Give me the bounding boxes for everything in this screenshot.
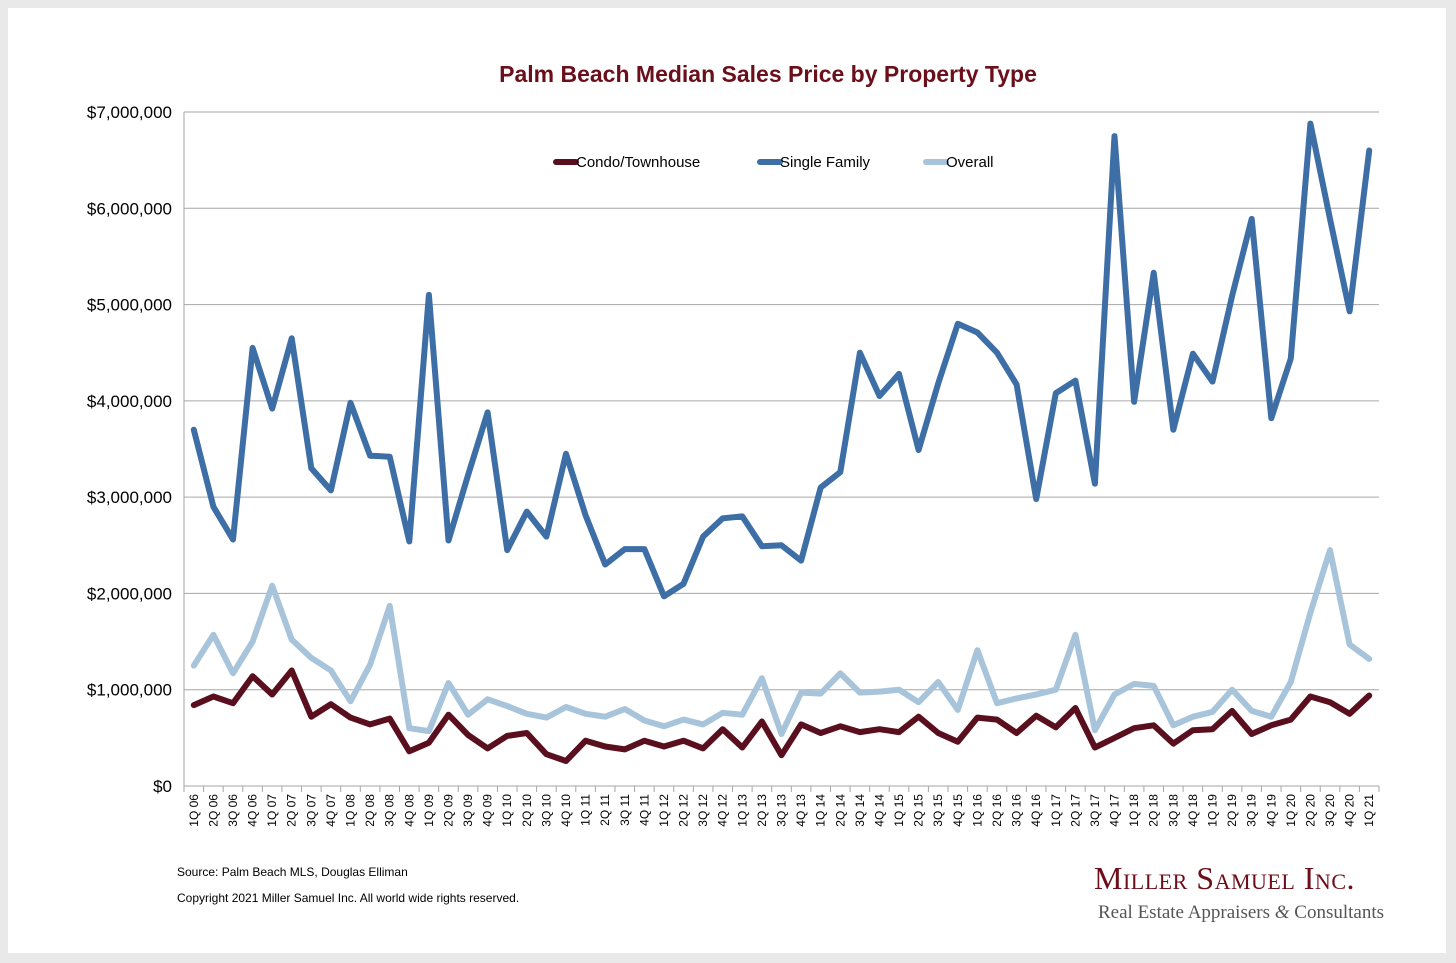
x-tick-label: 2Q 14	[833, 794, 847, 827]
x-tick-label: 1Q 16	[970, 794, 984, 827]
x-axis: 1Q 06 2Q 06 3Q 06 4Q 06 1Q 07 2Q 07 3Q 07 4Q 07…	[183, 785, 1380, 827]
y-tick-label: $2,000,000	[87, 584, 172, 603]
series-lines	[190, 120, 1373, 764]
x-tick-label: 3Q 09	[461, 794, 475, 827]
x-tick-label: 1Q 09	[422, 794, 436, 827]
tagline-part1: Real Estate Appraisers	[1098, 902, 1275, 923]
series-line-overall	[190, 547, 1373, 737]
x-tick-label: 2Q 18	[1147, 794, 1161, 827]
y-axis: $0 $1,000,000 $2,000,000 $3,000,000 $4,000,0…	[87, 103, 185, 796]
y-tick-label: $4,000,000	[87, 392, 172, 411]
x-tick-label: 1Q 08	[344, 794, 358, 827]
x-tick-label: 2Q 20	[1303, 794, 1317, 827]
source-note: Source: Palm Beach MLS, Douglas Elliman	[177, 865, 408, 879]
x-tick-label: 4Q 06	[246, 794, 260, 827]
x-tick-label: 1Q 06	[187, 794, 201, 827]
x-tick-label: 2Q 06	[206, 794, 220, 827]
x-tick-label: 3Q 19	[1245, 794, 1259, 827]
company-logo-tagline: Real Estate Appraisers & Consultants	[1098, 902, 1384, 924]
x-tick-label: 1Q 07	[265, 794, 279, 827]
x-tick-label: 4Q 18	[1186, 794, 1200, 827]
x-tick-label: 4Q 09	[481, 794, 495, 827]
x-tick-label: 2Q 19	[1225, 794, 1239, 827]
x-tick-label: 1Q 18	[1127, 794, 1141, 827]
x-tick-label: 2Q 12	[677, 794, 691, 827]
tagline-ampersand: &	[1274, 902, 1290, 923]
x-tick-label: 4Q 11	[637, 794, 651, 826]
x-tick-label: 1Q 20	[1284, 794, 1298, 827]
x-tick-label: 3Q 13	[775, 794, 789, 827]
legend: Condo/Townhouse Single Family Overall	[553, 154, 994, 171]
line-chart: Palm Beach Median Sales Price by Propert…	[87, 61, 1380, 827]
x-tick-label: 2Q 07	[285, 794, 299, 827]
y-tick-label: $1,000,000	[87, 681, 172, 700]
x-tick-label: 1Q 19	[1205, 794, 1219, 827]
y-tick-label: $3,000,000	[87, 488, 172, 507]
x-tick-label: 2Q 09	[441, 794, 455, 827]
x-tick-label: 2Q 17	[1068, 794, 1082, 827]
x-tick-label: 3Q 17	[1088, 794, 1102, 827]
x-tick-label: 1Q 21	[1362, 794, 1376, 827]
x-tick-label: 1Q 10	[500, 794, 514, 827]
x-tick-label: 4Q 16	[1029, 794, 1043, 827]
x-tick-label: 4Q 08	[402, 794, 416, 827]
gridlines	[184, 111, 1379, 691]
x-tick-label: 4Q 12	[716, 794, 730, 827]
x-tick-label: 3Q 07	[304, 794, 318, 827]
x-tick-label: 4Q 07	[324, 794, 338, 827]
chart-title: Palm Beach Median Sales Price by Propert…	[499, 61, 1037, 87]
x-tick-label: 3Q 16	[1010, 794, 1024, 827]
x-tick-label: 3Q 15	[931, 794, 945, 827]
x-tick-label: 2Q 08	[363, 794, 377, 827]
x-tick-label: 3Q 20	[1323, 794, 1337, 827]
x-tick-label: 3Q 06	[226, 794, 240, 827]
x-tick-label: 3Q 08	[383, 794, 397, 827]
x-tick-label: 1Q 15	[892, 794, 906, 827]
x-tick-label: 3Q 11	[618, 794, 632, 826]
x-tick-label: 4Q 10	[559, 794, 573, 827]
y-tick-label: $5,000,000	[87, 296, 172, 315]
x-tick-label: 2Q 10	[520, 794, 534, 827]
x-tick-label: 4Q 17	[1108, 794, 1122, 827]
tagline-part2: Consultants	[1289, 902, 1385, 923]
x-tick-label: 4Q 14	[872, 794, 886, 827]
y-tick-label: $7,000,000	[87, 103, 172, 122]
x-tick-label: 1Q 11	[579, 794, 593, 826]
y-tick-label: $6,000,000	[87, 199, 172, 218]
company-logo-name: Miller Samuel Inc.	[1094, 860, 1355, 896]
legend-label: Condo/Townhouse	[576, 154, 700, 171]
x-tick-label: 1Q 17	[1049, 794, 1063, 827]
series-line-condo-townhouse	[190, 667, 1373, 764]
x-tick-label: 4Q 13	[794, 794, 808, 827]
chart-frame: Palm Beach Median Sales Price by Propert…	[8, 8, 1446, 953]
legend-label: Overall	[946, 154, 994, 171]
x-tick-label: 2Q 15	[912, 794, 926, 827]
x-tick-label: 3Q 10	[539, 794, 553, 827]
x-tick-label: 3Q 14	[853, 794, 867, 827]
x-tick-label: 4Q 20	[1343, 794, 1357, 827]
legend-label: Single Family	[780, 154, 871, 171]
x-tick-label: 2Q 11	[598, 794, 612, 826]
series-line-single-family	[190, 120, 1373, 600]
y-tick-label: $0	[153, 777, 172, 796]
x-tick-label: 1Q 13	[735, 794, 749, 827]
x-tick-label: 2Q 16	[990, 794, 1004, 827]
x-tick-label: 2Q 13	[755, 794, 769, 827]
x-tick-label: 4Q 15	[951, 794, 965, 827]
copyright-note: Copyright 2021 Miller Samuel Inc. All wo…	[177, 891, 520, 905]
x-tick-label: 1Q 14	[814, 794, 828, 827]
x-tick-label: 3Q 18	[1166, 794, 1180, 827]
x-tick-label: 1Q 12	[657, 794, 671, 827]
x-tick-label: 4Q 19	[1264, 794, 1278, 827]
x-tick-label: 3Q 12	[696, 794, 710, 827]
